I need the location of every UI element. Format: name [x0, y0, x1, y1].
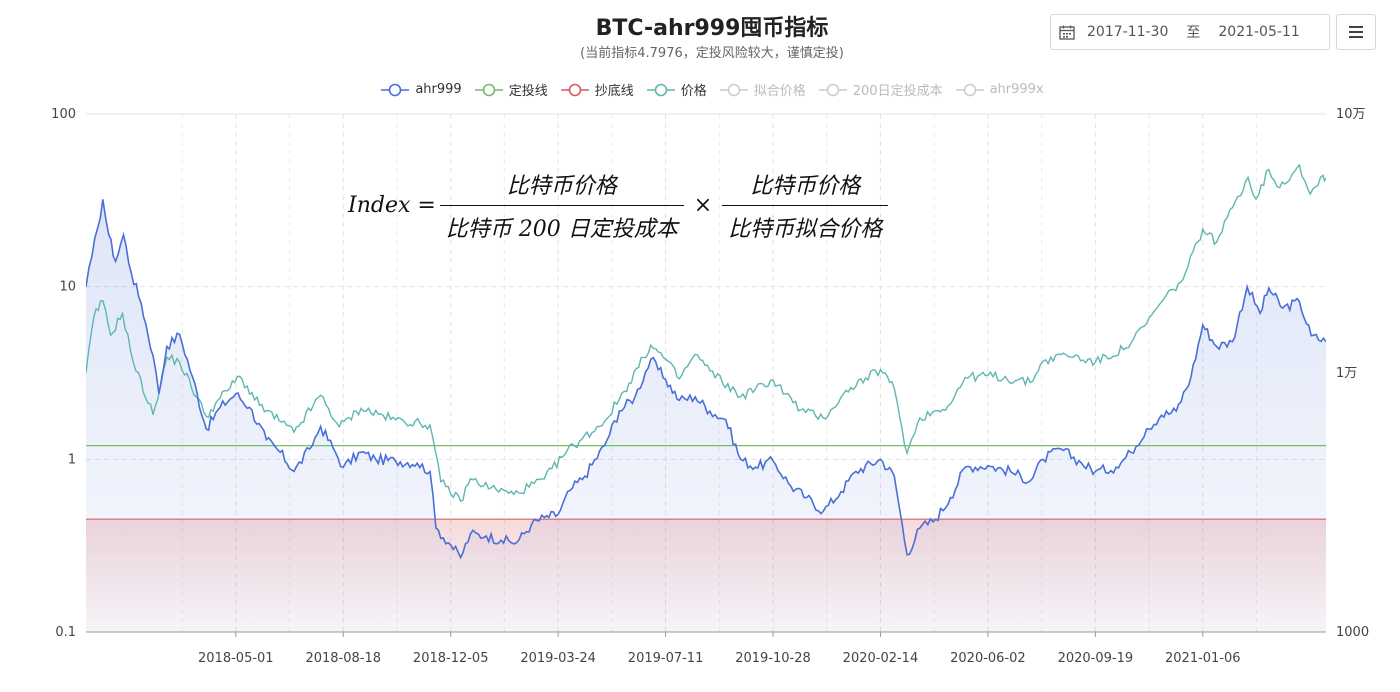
menu-icon — [1349, 26, 1363, 38]
legend-item[interactable]: ahr999x — [955, 80, 1044, 99]
left-axis-ticks: 100 10 1 0.1 — [51, 107, 76, 640]
legend-marker-icon — [474, 83, 503, 96]
x-tick-label: 2020-09-19 — [1058, 651, 1134, 666]
legend-marker-icon — [381, 83, 410, 96]
left-tick-label: 1 — [68, 452, 76, 467]
formula-frac1-denominator: 比特币 200 日定投成本 — [439, 205, 684, 243]
formula-frac2-denominator: 比特币拟合价格 — [722, 205, 889, 243]
legend-label: 价格 — [680, 84, 707, 99]
x-tick-label: 2018-05-01 — [198, 651, 274, 666]
price-series-line — [86, 163, 1326, 503]
chart-subtitle: (当前指标4.7976，定投风险较大，谨慎定投) — [580, 46, 844, 61]
x-tick-label: 2018-12-05 — [413, 651, 489, 666]
legend-marker-icon — [818, 83, 847, 96]
legend-item[interactable]: 200日定投成本 — [818, 80, 943, 99]
horizontal-gridlines — [86, 113, 1326, 460]
legend-marker-icon — [560, 83, 589, 96]
formula: Index = 比特币价格 比特币 200 日定投成本 × 比特币价格 比特币拟… — [348, 168, 892, 243]
formula-frac2-numerator: 比特币价格 — [750, 174, 861, 199]
chart-legend: ahr999 定投线 抄底线 价格 拟合价格 200日定投成本 ahr999x — [0, 80, 1400, 99]
ahr999-series-line — [86, 199, 1326, 560]
legend-label: 拟合价格 — [753, 84, 806, 99]
legend-item[interactable]: 定投线 — [474, 80, 548, 99]
formula-fraction-2: 比特币价格 比特币拟合价格 — [722, 168, 889, 243]
legend-marker-icon — [646, 83, 675, 96]
date-range-picker[interactable]: 2017-11-30 至 2021-05-11 — [1050, 14, 1330, 50]
x-tick-label: 2019-10-28 — [735, 651, 811, 666]
date-separator: 至 — [1186, 25, 1201, 41]
legend-label: 200日定投成本 — [852, 84, 943, 99]
right-tick-label: 1000 — [1336, 625, 1369, 640]
chart-title: BTC-ahr999囤币指标 — [595, 16, 829, 41]
end-date-input[interactable]: 2021-05-11 — [1218, 24, 1300, 40]
legend-label: ahr999 — [415, 82, 462, 97]
x-tick-label: 2021-01-06 — [1165, 651, 1241, 666]
x-axis-ticks: 2018-05-01 2018-08-18 2018-12-05 2019-03-24… — [198, 632, 1241, 666]
menu-button[interactable] — [1336, 14, 1376, 50]
ahr999-area — [86, 199, 1326, 632]
legend-label: 抄底线 — [594, 84, 634, 99]
legend-marker-icon — [719, 83, 748, 96]
formula-fraction-1: 比特币价格 比特币 200 日定投成本 — [439, 168, 684, 243]
legend-label: 定投线 — [508, 84, 548, 99]
formula-frac1-numerator: 比特币价格 — [506, 174, 617, 199]
right-axis-ticks: 10万 1万 1000 — [1336, 107, 1369, 640]
x-tick-label: 2018-08-18 — [305, 651, 381, 666]
legend-item[interactable]: 价格 — [646, 80, 707, 99]
right-tick-label: 10万 — [1336, 107, 1366, 122]
legend-item[interactable]: 抄底线 — [560, 80, 634, 99]
calendar-icon — [1059, 25, 1075, 40]
x-tick-label: 2020-02-14 — [843, 651, 919, 666]
x-tick-label: 2019-07-11 — [628, 651, 704, 666]
legend-item[interactable]: 拟合价格 — [719, 80, 806, 99]
x-tick-label: 2019-03-24 — [520, 651, 596, 666]
x-tick-label: 2020-06-02 — [950, 651, 1026, 666]
start-date-input[interactable]: 2017-11-30 — [1087, 24, 1169, 40]
left-tick-label: 10 — [59, 280, 76, 295]
legend-item[interactable]: ahr999 — [380, 80, 462, 99]
formula-lhs: Index = — [348, 193, 436, 218]
legend-marker-icon — [955, 83, 984, 96]
formula-times: × — [693, 193, 713, 218]
left-tick-label: 0.1 — [55, 625, 76, 640]
right-tick-label: 1万 — [1336, 366, 1357, 381]
left-tick-label: 100 — [51, 107, 76, 122]
legend-label: ahr999x — [989, 82, 1044, 97]
